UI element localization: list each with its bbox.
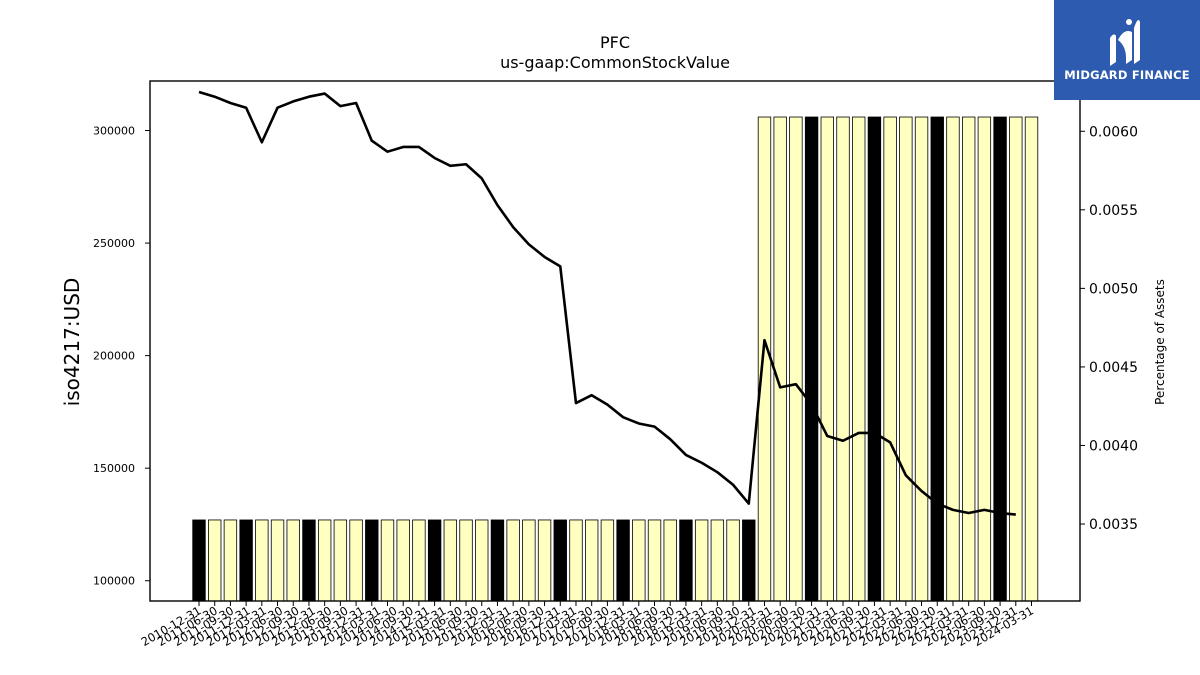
bar [1024, 116, 1039, 602]
y-right-tick-label: 0.0055 [1089, 203, 1138, 219]
bar [600, 519, 615, 602]
bar [522, 519, 536, 602]
bar [867, 116, 882, 602]
y-axis-right-label: Percentage of Assets [1153, 279, 1167, 405]
y-right-tick-label: 0.0060 [1089, 124, 1138, 140]
bar-series [192, 116, 1039, 602]
bar [679, 519, 693, 602]
bar [961, 116, 976, 602]
bar [569, 519, 583, 602]
line-series-path [198, 90, 1016, 516]
bar [946, 116, 960, 602]
bar [255, 519, 269, 602]
bar [930, 116, 944, 602]
axes: 100000 150000 200000 250000 300000 0.0035 0.00… [93, 80, 1138, 649]
bar [349, 519, 363, 602]
bar [412, 519, 426, 602]
bar [506, 519, 520, 602]
bar [789, 116, 803, 602]
bar [286, 519, 300, 602]
bar [773, 116, 787, 602]
bar [443, 519, 458, 602]
bar [585, 519, 599, 602]
y-right-tick-label: 0.0050 [1089, 281, 1138, 297]
bar [914, 116, 929, 602]
bar [475, 519, 489, 602]
bar [742, 519, 756, 602]
bar [192, 519, 206, 602]
y-tick-label: 250000 [93, 237, 135, 250]
bar [537, 519, 552, 602]
bar [977, 116, 992, 602]
logo-text: MIDGARD FINANCE [1064, 68, 1190, 82]
y-tick-label: 150000 [93, 462, 135, 475]
chart-title: PFC [600, 33, 630, 52]
y-right-tick-label: 0.0035 [1089, 517, 1138, 533]
logo-mark-icon [1110, 19, 1140, 66]
bar [820, 116, 834, 602]
bar [883, 116, 897, 602]
bar [380, 519, 395, 602]
bar [710, 519, 725, 602]
bar [333, 519, 348, 602]
bar [616, 519, 630, 602]
bar [1009, 116, 1023, 602]
bar [427, 519, 442, 602]
plot-frame [149, 80, 1081, 602]
bar [663, 519, 677, 602]
bar [459, 519, 473, 602]
bar [694, 519, 709, 602]
bar [365, 519, 379, 602]
bar [270, 519, 285, 602]
bar [223, 519, 238, 602]
bar [490, 519, 505, 602]
bar [647, 519, 662, 602]
y-tick-label: 200000 [93, 350, 135, 363]
midgard-finance-logo: MIDGARD FINANCE [1054, 0, 1200, 100]
bar [396, 519, 410, 602]
y-right-tick-label: 0.0040 [1089, 438, 1138, 454]
bar [726, 519, 740, 602]
bar [993, 116, 1007, 602]
bar [899, 116, 913, 602]
chart-subtitle: us-gaap:CommonStockValue [500, 53, 730, 72]
bar [852, 116, 866, 602]
bar [553, 519, 567, 602]
bar [836, 116, 850, 602]
bar [208, 519, 222, 602]
bar [302, 519, 316, 602]
y-tick-label: 300000 [93, 125, 135, 138]
y-right-tick-label: 0.0045 [1089, 360, 1138, 376]
bar [632, 519, 646, 602]
bar [804, 116, 819, 602]
y-axis-label: iso4217:USD [60, 278, 84, 407]
bar [239, 519, 253, 602]
bar [757, 116, 772, 602]
bar [317, 519, 332, 602]
line-series [198, 90, 1016, 516]
y-tick-label: 100000 [93, 575, 135, 588]
